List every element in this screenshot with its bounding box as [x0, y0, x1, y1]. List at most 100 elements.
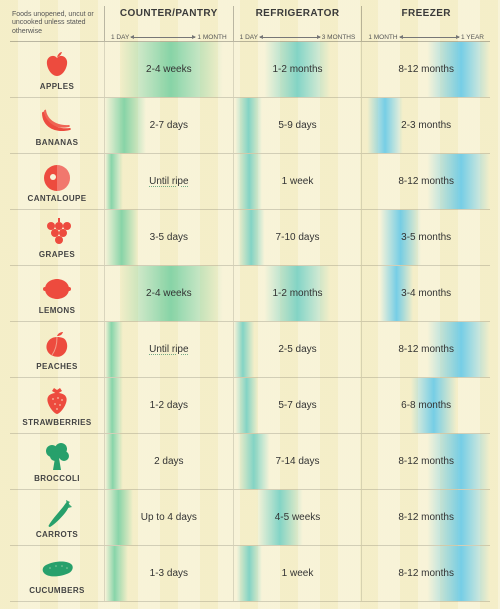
data-cell: 4-5 weeks	[233, 490, 362, 545]
cell-value: 2-3 months	[401, 120, 451, 131]
cell-value: 8-12 months	[398, 568, 454, 579]
scale-lo: 1 DAY	[240, 34, 258, 41]
table-row: BANANAS 2-7 days 5-9 days 2-3 months	[10, 98, 490, 154]
table-row: PEACHES Until ripe 2-5 days 8-12 months	[10, 322, 490, 378]
data-cell: 3-4 months	[361, 266, 490, 321]
cell-value: 1 week	[282, 176, 314, 187]
carrot-icon	[40, 498, 74, 528]
data-cell: 8-12 months	[361, 42, 490, 97]
corner-note: Foods unopened, uncut or uncooked unless…	[10, 6, 104, 41]
column-scale: 1 MONTH 1 YEAR	[368, 34, 484, 41]
food-name: BANANAS	[36, 138, 79, 147]
food-label-cell: BANANAS	[10, 98, 104, 153]
cell-value: Until ripe	[149, 344, 188, 355]
food-name: BROCCOLI	[34, 474, 80, 483]
food-name: CUCUMBERS	[29, 586, 85, 595]
grapes-icon	[40, 218, 74, 248]
cell-value: 3-5 months	[401, 232, 451, 243]
food-name: CANTALOUPE	[28, 194, 87, 203]
cell-value: 7-14 days	[276, 456, 320, 467]
data-cell: 2-5 days	[233, 322, 362, 377]
scale-arrow-icon	[260, 37, 320, 38]
data-cell: 1-2 months	[233, 266, 362, 321]
data-cell: Up to 4 days	[104, 490, 233, 545]
data-cell: 1 week	[233, 546, 362, 601]
cell-value: 2-7 days	[150, 120, 188, 131]
broccoli-icon	[40, 442, 74, 472]
food-label-cell: CUCUMBERS	[10, 546, 104, 601]
cell-value: 8-12 months	[398, 176, 454, 187]
scale-lo: 1 DAY	[111, 34, 129, 41]
cell-value: 5-9 days	[278, 120, 316, 131]
table-row: CUCUMBERS 1-3 days 1 week 8-12 months	[10, 546, 490, 602]
data-cell: 7-10 days	[233, 210, 362, 265]
table-row: CARROTS Up to 4 days 4-5 weeks 8-12 mont…	[10, 490, 490, 546]
cell-value: 2-5 days	[278, 344, 316, 355]
data-cell: 2-3 months	[361, 98, 490, 153]
scale-hi: 1 YEAR	[461, 34, 484, 41]
cell-value: 5-7 days	[278, 400, 316, 411]
data-cell: 3-5 months	[361, 210, 490, 265]
table-row: APPLES 2-4 weeks 1-2 months 8-12 months	[10, 42, 490, 98]
data-cell: 1-3 days	[104, 546, 233, 601]
header-row: Foods unopened, uncut or uncooked unless…	[10, 6, 490, 42]
column-header-0: COUNTER/PANTRY 1 DAY 1 MONTH	[104, 6, 233, 41]
cell-value: Until ripe	[149, 176, 188, 187]
data-cell: 8-12 months	[361, 434, 490, 489]
food-label-cell: APPLES	[10, 42, 104, 97]
cell-value: 2-4 weeks	[146, 64, 192, 75]
food-label-cell: CANTALOUPE	[10, 154, 104, 209]
cell-value: 1-2 months	[272, 64, 322, 75]
cell-value: 8-12 months	[398, 64, 454, 75]
data-cell: 1-2 days	[104, 378, 233, 433]
food-name: LEMONS	[39, 306, 76, 315]
data-cell: Until ripe	[104, 322, 233, 377]
cell-value: 8-12 months	[398, 344, 454, 355]
cell-value: 2 days	[154, 456, 183, 467]
data-cell: 2-4 weeks	[104, 42, 233, 97]
data-cell: 7-14 days	[233, 434, 362, 489]
peach-icon	[40, 330, 74, 360]
cell-value: 7-10 days	[276, 232, 320, 243]
data-cell: 2-7 days	[104, 98, 233, 153]
food-label-cell: PEACHES	[10, 322, 104, 377]
column-header-1: REFRIGERATOR 1 DAY 3 MONTHS	[233, 6, 362, 41]
data-cell: 5-9 days	[233, 98, 362, 153]
cell-value: 3-4 months	[401, 288, 451, 299]
table-row: STRAWBERRIES 1-2 days 5-7 days 6-8 month…	[10, 378, 490, 434]
data-cell: Until ripe	[104, 154, 233, 209]
banana-icon	[40, 106, 74, 136]
storage-table: Foods unopened, uncut or uncooked unless…	[0, 0, 500, 602]
food-name: STRAWBERRIES	[22, 418, 91, 427]
data-cell: 6-8 months	[361, 378, 490, 433]
cell-value: 1-2 months	[272, 288, 322, 299]
food-label-cell: CARROTS	[10, 490, 104, 545]
data-cell: 1 week	[233, 154, 362, 209]
data-cell: 8-12 months	[361, 490, 490, 545]
strawberry-icon	[40, 386, 74, 416]
column-title: COUNTER/PANTRY	[111, 8, 227, 19]
data-cell: 2-4 weeks	[104, 266, 233, 321]
data-cell: 8-12 months	[361, 322, 490, 377]
data-cell: 8-12 months	[361, 546, 490, 601]
data-cell: 5-7 days	[233, 378, 362, 433]
scale-lo: 1 MONTH	[368, 34, 397, 41]
cell-value: 8-12 months	[398, 512, 454, 523]
table-row: BROCCOLI 2 days 7-14 days 8-12 months	[10, 434, 490, 490]
lemon-icon	[40, 274, 74, 304]
data-cell: 8-12 months	[361, 154, 490, 209]
cell-value: Up to 4 days	[141, 512, 197, 523]
cell-value: 4-5 weeks	[275, 512, 321, 523]
food-label-cell: STRAWBERRIES	[10, 378, 104, 433]
table-row: LEMONS 2-4 weeks 1-2 months 3-4 months	[10, 266, 490, 322]
data-cell: 2 days	[104, 434, 233, 489]
food-name: APPLES	[40, 82, 74, 91]
table-row: CANTALOUPE Until ripe 1 week 8-12 months	[10, 154, 490, 210]
cell-value: 1 week	[282, 568, 314, 579]
food-name: PEACHES	[36, 362, 77, 371]
cucumber-icon	[40, 554, 74, 584]
scale-arrow-icon	[400, 37, 459, 38]
apple-icon	[40, 50, 74, 80]
food-label-cell: GRAPES	[10, 210, 104, 265]
food-name: GRAPES	[39, 250, 75, 259]
